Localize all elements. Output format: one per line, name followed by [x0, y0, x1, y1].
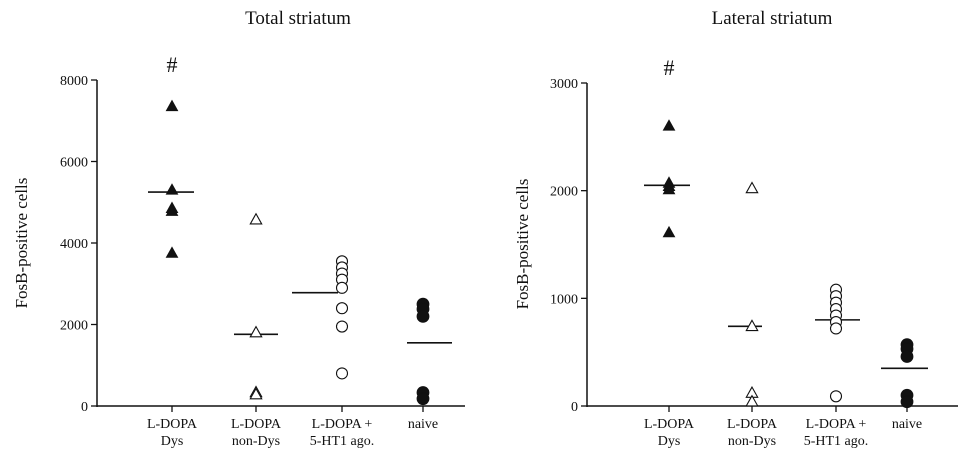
chart1-significance-marker: # — [167, 52, 178, 77]
chart2-data-point — [662, 182, 676, 195]
chart2-data-point — [662, 225, 676, 238]
chart1-x-tick-label: naive — [408, 417, 438, 432]
chart2-data-point — [662, 119, 676, 131]
chart1-data-point — [249, 387, 263, 400]
chart1-data-point — [335, 302, 349, 315]
chart2-x-tick-label: L-DOPA +5-HT1 ago. — [804, 417, 869, 449]
chart1-data-point — [249, 325, 263, 338]
chart2-data-point — [900, 395, 914, 409]
chart1-x-tick-label: L-DOPA Dys — [147, 417, 198, 449]
chart1-data-point — [249, 212, 263, 225]
chart2-y-axis-label: FosB-positive cells — [513, 179, 532, 310]
chart1-data-point — [165, 246, 179, 258]
chart1-title: Total striatum — [245, 8, 351, 29]
chart2-data-point — [745, 181, 759, 194]
chart1-data-point — [165, 99, 179, 112]
chart2-y-tick-label: 2000 — [550, 185, 578, 200]
chart1-data-point — [165, 183, 179, 195]
chart1-y-tick-label: 0 — [81, 400, 88, 415]
chart1-data-point — [165, 204, 179, 216]
chart1-data-point — [416, 392, 430, 406]
chart2-significance-marker: # — [664, 55, 675, 80]
chart2-data-point — [900, 350, 914, 363]
chart1-data-point — [335, 320, 349, 333]
chart1-y-tick-label: 2000 — [60, 319, 88, 334]
chart2-x-tick-label: L-DOPA Dys — [644, 417, 695, 449]
chart2-data-point — [829, 322, 843, 335]
chart1-data-point — [335, 281, 349, 294]
chart2-data-point — [829, 390, 843, 403]
chart1-y-axis-label: FosB-positive cells — [12, 178, 31, 309]
chart2-y-tick-label: 3000 — [550, 77, 578, 92]
chart2-title: Lateral striatum — [712, 8, 833, 29]
chart1-data-point — [335, 367, 349, 380]
chart2-data-point — [745, 319, 759, 332]
chart2-y-tick-label: 0 — [571, 400, 578, 415]
chart2-x-tick-label: L-DOPA non-Dys — [727, 417, 778, 449]
chart1-y-tick-label: 4000 — [60, 237, 88, 252]
chart2-x-tick-label: naive — [892, 417, 922, 432]
chart1-x-tick-label: L-DOPA +5-HT1 ago. — [310, 417, 375, 449]
chart2-data-point — [745, 394, 759, 407]
chart1-x-tick-label: L-DOPA non-Dys — [231, 417, 282, 449]
chart1-y-tick-label: 8000 — [60, 74, 88, 89]
chart1-y-tick-label: 6000 — [60, 156, 88, 171]
chart2-y-tick-label: 1000 — [550, 292, 578, 307]
chart1-data-point — [416, 309, 430, 323]
